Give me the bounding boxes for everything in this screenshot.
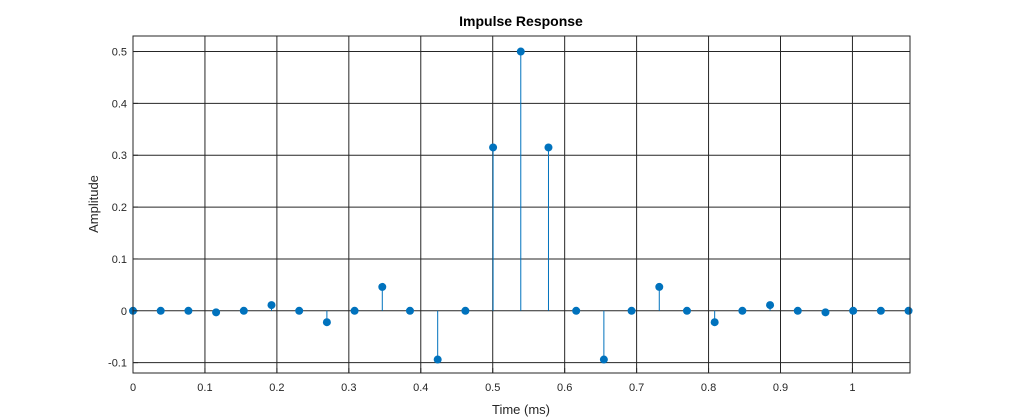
stem-marker	[184, 306, 193, 315]
y-axis-label: Amplitude	[86, 175, 101, 233]
stem-marker	[849, 306, 858, 315]
plot-area	[133, 36, 910, 373]
y-tick-label: -0.1	[108, 358, 127, 370]
x-tick-label: 0.1	[197, 382, 212, 394]
stem-marker	[572, 306, 581, 315]
y-tick-label: 0.1	[112, 254, 127, 266]
stem-marker	[295, 306, 304, 315]
stem-marker	[599, 355, 608, 364]
y-tick-label: 0.3	[112, 150, 127, 162]
stem-marker	[876, 306, 885, 315]
stem-marker	[212, 308, 221, 317]
axes-box	[132, 35, 911, 374]
y-tick-label: 0.5	[112, 47, 127, 59]
stem-marker	[489, 143, 498, 152]
stem-marker	[405, 306, 414, 315]
x-tick-label: 1	[849, 382, 855, 394]
stem-marker	[710, 318, 719, 327]
grid-lines	[132, 36, 910, 373]
x-tick-label: 0.4	[413, 382, 428, 394]
x-tick-label: 0.2	[269, 382, 284, 394]
y-tick-label: 0.4	[112, 98, 127, 110]
x-axis-label: Time (ms)	[492, 402, 550, 417]
stem-marker	[766, 301, 775, 310]
stem-marker	[433, 355, 442, 364]
axis-ticks: 0 0.1 0.2 0.3 0.4 0.5 0.6 0.7 0.8 0.9 1-0.100.10.2…	[108, 47, 855, 394]
stem-marker	[239, 306, 248, 315]
stem-marker	[322, 318, 331, 327]
stem-marker	[793, 306, 802, 315]
x-tick-label: 0.8	[701, 382, 716, 394]
x-tick-label: 0.7	[629, 382, 644, 394]
stem-marker	[350, 306, 359, 315]
chart-title: Impulse Response	[459, 13, 583, 29]
stem-marker	[627, 306, 636, 315]
stem-series	[129, 47, 913, 364]
stem-marker	[682, 306, 691, 315]
x-tick-label: 0.6	[557, 382, 572, 394]
stem-marker	[655, 282, 664, 291]
stem-marker	[378, 282, 387, 291]
stem-marker	[461, 306, 470, 315]
stem-marker	[544, 143, 553, 152]
y-tick-label: 0.2	[112, 202, 127, 214]
x-tick-label: 0	[130, 382, 136, 394]
stem-marker	[904, 306, 913, 315]
x-tick-label: 0.5	[485, 382, 500, 394]
y-tick-label: 0	[121, 306, 127, 318]
stem-marker	[267, 301, 276, 310]
x-tick-label: 0.3	[341, 382, 356, 394]
stem-marker	[156, 306, 165, 315]
stem-marker	[516, 47, 525, 56]
stem-marker	[738, 306, 747, 315]
stem-marker	[821, 308, 830, 317]
x-tick-label: 0.9	[773, 382, 788, 394]
